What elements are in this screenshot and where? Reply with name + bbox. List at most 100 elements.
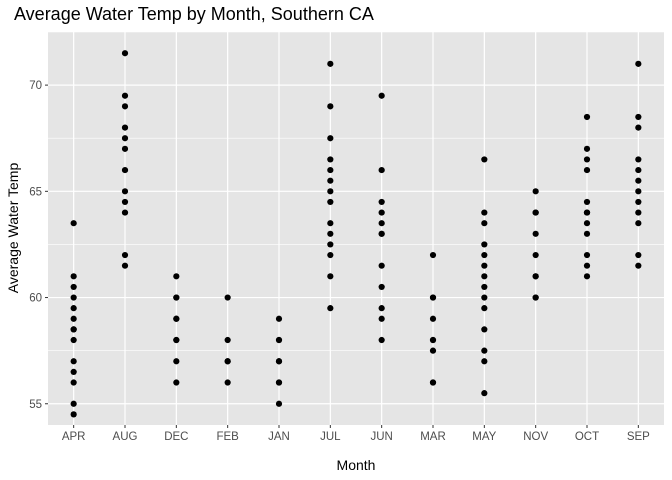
data-point — [583, 209, 591, 216]
data-point — [224, 379, 231, 386]
x-tick-label: AUG — [113, 431, 138, 443]
data-point — [327, 188, 334, 195]
data-point — [429, 294, 437, 301]
data-point — [121, 135, 129, 142]
x-axis-title: Month — [337, 457, 376, 473]
x-tick-label: APR — [62, 431, 86, 443]
data-point — [429, 251, 437, 259]
data-point — [378, 166, 385, 174]
x-tick-label: DEC — [164, 431, 188, 443]
data-point — [327, 220, 334, 227]
data-point — [121, 103, 129, 110]
data-point — [481, 305, 488, 312]
data-point — [327, 198, 334, 206]
data-point — [635, 188, 642, 195]
data-point — [635, 220, 642, 227]
x-tick-label: MAR — [420, 431, 446, 443]
x-tick-label: NOV — [523, 431, 548, 443]
data-point — [173, 379, 180, 386]
data-point — [583, 145, 591, 152]
data-point — [327, 156, 334, 163]
x-tick-label: JUN — [370, 431, 392, 443]
data-point — [70, 283, 77, 291]
data-point — [635, 60, 642, 67]
data-point — [635, 124, 642, 131]
data-point — [275, 315, 283, 322]
data-point — [378, 209, 385, 216]
data-point — [327, 273, 334, 280]
data-point — [481, 220, 488, 227]
data-point — [173, 315, 180, 322]
data-point — [378, 230, 385, 237]
data-point — [275, 379, 283, 386]
data-point — [481, 347, 488, 354]
y-tick-label: 70 — [29, 80, 42, 92]
data-point — [429, 379, 437, 386]
data-point — [583, 262, 591, 269]
data-point — [70, 336, 77, 344]
major-gridlines — [48, 32, 664, 425]
data-point — [532, 273, 539, 280]
data-point — [121, 209, 129, 216]
x-tick-label: JAN — [268, 431, 290, 443]
data-point — [70, 326, 77, 333]
data-point — [583, 166, 591, 174]
x-tick-label: JUL — [320, 431, 341, 443]
data-point — [635, 166, 642, 174]
data-point — [635, 198, 642, 206]
y-tick-label: 60 — [29, 293, 42, 305]
data-point — [173, 273, 180, 280]
y-axis: 55 60 65 70 — [29, 80, 48, 411]
data-point — [173, 336, 180, 344]
x-axis: APR AUG DEC FEB JAN JUL JUN MAR MAY NOV OCT SEP — [62, 425, 650, 443]
chart-title: Average Water Temp by Month, Southern CA — [14, 4, 374, 24]
data-point — [378, 262, 385, 269]
data-point — [121, 251, 129, 259]
data-point — [275, 358, 283, 365]
data-point — [224, 336, 231, 344]
data-point — [70, 294, 77, 301]
data-point — [532, 230, 539, 237]
data-point — [532, 294, 539, 301]
data-point — [378, 283, 385, 291]
data-point — [121, 188, 129, 195]
data-point — [275, 336, 283, 344]
data-point — [429, 336, 437, 344]
x-tick-label: OCT — [575, 431, 599, 443]
data-point — [327, 60, 334, 67]
data-point — [583, 273, 591, 280]
data-point — [378, 305, 385, 312]
data-point — [224, 294, 231, 301]
data-point — [70, 400, 77, 407]
data-point — [70, 411, 77, 418]
data-point — [70, 305, 77, 312]
data-point — [481, 358, 488, 365]
data-point — [532, 251, 539, 259]
data-point — [70, 368, 77, 375]
data-point — [275, 400, 283, 407]
data-point — [173, 358, 180, 365]
data-point — [121, 262, 129, 269]
data-point — [70, 273, 77, 280]
data-point — [327, 251, 334, 259]
plot-panel — [48, 32, 664, 425]
data-point — [327, 177, 334, 184]
data-point — [635, 177, 642, 184]
data-point — [121, 166, 129, 174]
data-point — [121, 124, 129, 131]
data-point — [327, 166, 334, 174]
data-point — [327, 230, 334, 237]
data-point — [378, 220, 385, 227]
data-point — [121, 145, 129, 152]
data-point — [583, 251, 591, 259]
minor-gridlines — [48, 31, 664, 351]
x-tick-label: FEB — [216, 431, 239, 443]
data-point — [635, 156, 642, 163]
data-point — [327, 103, 334, 110]
data-point — [481, 241, 488, 248]
data-point — [635, 262, 642, 269]
data-point — [635, 251, 642, 259]
data-point — [481, 283, 488, 291]
data-point — [583, 230, 591, 237]
